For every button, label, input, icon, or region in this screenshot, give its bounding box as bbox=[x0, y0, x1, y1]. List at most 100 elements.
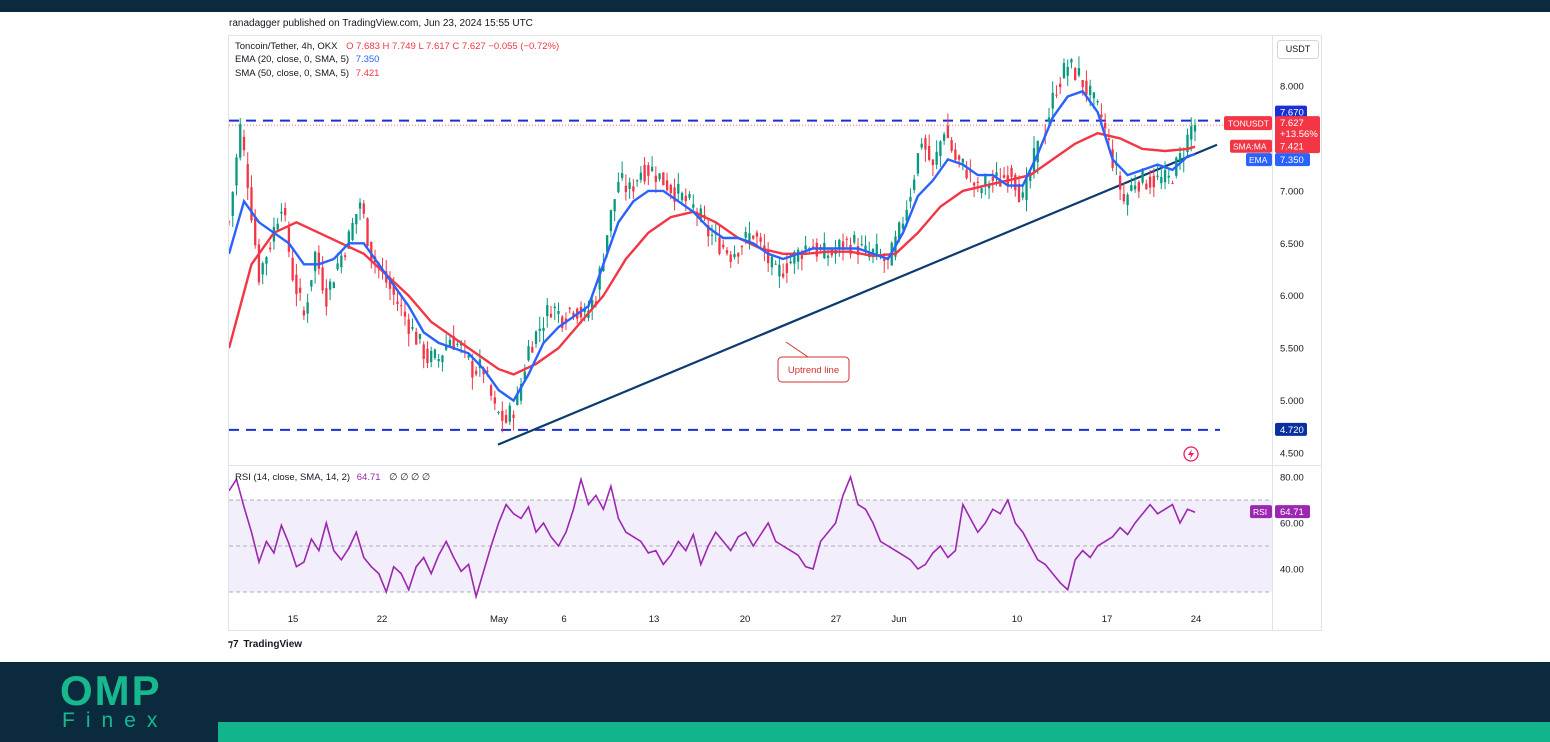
candle-body bbox=[269, 247, 272, 250]
candle bbox=[763, 234, 766, 262]
candle-body bbox=[598, 268, 601, 290]
candle-body bbox=[752, 235, 755, 239]
rsi-tick-label: 60.00 bbox=[1280, 519, 1304, 530]
candle-body bbox=[744, 231, 747, 238]
candle bbox=[269, 241, 272, 253]
candle-body bbox=[939, 141, 942, 157]
candle bbox=[976, 177, 979, 193]
candle bbox=[422, 341, 425, 369]
candle bbox=[1062, 58, 1066, 80]
candle bbox=[864, 235, 867, 257]
candle bbox=[229, 220, 231, 226]
candle bbox=[1137, 180, 1140, 199]
publisher-note: ranadagger published on TradingView.com,… bbox=[229, 18, 533, 29]
legend-rsi-label: RSI (14, close, SMA, 14, 2) bbox=[235, 472, 351, 483]
time-axis: 15 22 May 6 13 20 27 Jun 10 17 24 bbox=[288, 614, 1202, 625]
legend-rsi-row[interactable]: RSI (14, close, SMA, 14, 2) 64.71 ∅ ∅ ∅ … bbox=[235, 472, 430, 483]
candle-body bbox=[385, 271, 388, 283]
candle bbox=[688, 191, 691, 201]
legend-sma-row[interactable]: SMA (50, close, 0, SMA, 5) 7.421 bbox=[235, 68, 379, 79]
candle-body bbox=[987, 183, 991, 189]
candle-body bbox=[261, 263, 264, 275]
candle bbox=[722, 239, 725, 250]
candle-body bbox=[871, 249, 875, 254]
candle bbox=[680, 191, 684, 205]
candle-body bbox=[1062, 63, 1066, 78]
candle-body bbox=[1193, 125, 1197, 132]
rsi-tag-value-bg bbox=[1275, 505, 1310, 519]
candle-body bbox=[523, 371, 526, 380]
candle bbox=[489, 383, 493, 401]
rsi-tick-label: 80.00 bbox=[1280, 473, 1304, 484]
candle-body bbox=[639, 172, 643, 180]
candle bbox=[430, 346, 433, 368]
sma-line bbox=[229, 131, 1196, 376]
candle-body bbox=[778, 264, 781, 277]
candle-body bbox=[770, 256, 774, 268]
candle-body bbox=[310, 280, 313, 287]
candle-body bbox=[433, 349, 437, 358]
candle-body bbox=[785, 263, 789, 274]
candle bbox=[673, 178, 676, 211]
candle-body bbox=[965, 169, 968, 179]
candle-body bbox=[665, 180, 669, 191]
x-tick-label: 20 bbox=[740, 614, 751, 625]
candle bbox=[767, 242, 770, 273]
candle-body bbox=[1156, 175, 1159, 177]
omp-finex-logo: OMP Finex bbox=[60, 670, 180, 734]
candle-body bbox=[946, 125, 950, 139]
candle-body bbox=[905, 209, 908, 221]
candle-body bbox=[677, 183, 680, 194]
candle bbox=[1066, 59, 1069, 86]
logo-omp-text: OMP bbox=[60, 667, 162, 714]
candle-body bbox=[287, 227, 291, 252]
candle-body bbox=[482, 368, 485, 375]
resistance-tag: 7.670 bbox=[1275, 105, 1307, 119]
candle bbox=[542, 317, 545, 344]
candle bbox=[737, 251, 740, 265]
y-tick-label: 4.500 bbox=[1280, 449, 1304, 460]
ema-tag-value: 7.350 bbox=[1280, 155, 1304, 166]
candle-body bbox=[519, 383, 523, 401]
annotation-box bbox=[777, 356, 850, 383]
candle bbox=[954, 142, 957, 163]
x-tick-label: 22 bbox=[377, 614, 388, 625]
candle-body bbox=[853, 234, 856, 243]
x-tick-label: 24 bbox=[1191, 614, 1202, 625]
candle-body bbox=[246, 164, 249, 188]
candle bbox=[965, 160, 968, 180]
legend-ema-row[interactable]: EMA (20, close, 0, SMA, 5) 7.350 bbox=[235, 54, 379, 65]
candle-body bbox=[265, 257, 268, 264]
candle bbox=[280, 203, 283, 222]
candle-body bbox=[913, 179, 916, 191]
candle bbox=[1148, 170, 1152, 195]
candle-body bbox=[781, 273, 785, 278]
candle-body bbox=[1163, 170, 1167, 183]
candle-body bbox=[991, 177, 994, 181]
y-tick-label: 6.500 bbox=[1280, 239, 1304, 250]
candle-body bbox=[901, 223, 905, 229]
currency-button[interactable]: USDT bbox=[1277, 40, 1319, 59]
candle-body bbox=[321, 267, 324, 291]
candle-body bbox=[1021, 192, 1024, 198]
candle-body bbox=[823, 242, 826, 259]
candle-body bbox=[1059, 83, 1062, 88]
candle bbox=[841, 233, 845, 261]
candle-body bbox=[942, 134, 946, 141]
candle bbox=[635, 179, 639, 187]
candle-body bbox=[722, 244, 725, 248]
annotation-text: Uptrend line bbox=[788, 365, 839, 376]
moving-averages bbox=[229, 89, 1196, 403]
x-tick-label: 13 bbox=[649, 614, 660, 625]
candle-body bbox=[1126, 194, 1129, 206]
candle-body bbox=[1017, 184, 1021, 203]
candle-body bbox=[1152, 175, 1155, 188]
candle bbox=[781, 263, 785, 279]
candle bbox=[310, 280, 313, 292]
candle bbox=[909, 188, 912, 209]
candle-body bbox=[516, 393, 519, 405]
candle-body bbox=[1171, 183, 1174, 185]
candle bbox=[1190, 117, 1193, 152]
legend-ema-label: EMA (20, close, 0, SMA, 5) bbox=[235, 54, 350, 65]
